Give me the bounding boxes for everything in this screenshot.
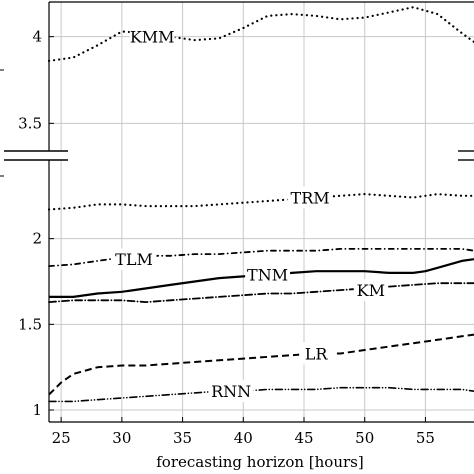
- series-label-background: [208, 380, 254, 403]
- x-tick-label: 30: [112, 429, 131, 447]
- x-tick-label: 35: [173, 429, 192, 447]
- series-label-background: [129, 25, 175, 48]
- tick-labels: 25 30 35 40 45 50 55 1 1.5 2 3.5 4: [18, 28, 435, 447]
- series-lines: [47, 6, 474, 403]
- x-axis-title: forecasting horizon [hours]: [156, 453, 363, 471]
- series-line-trm: [47, 193, 474, 211]
- series-line-kmm: [47, 6, 474, 63]
- axis-break-gap-left: [0, 151, 70, 160]
- y-tick-label: 2: [32, 230, 42, 248]
- x-tick-label: 45: [294, 429, 313, 447]
- series-label-km: KM: [357, 281, 385, 300]
- series-line-km: [48, 282, 474, 304]
- x-tick-label: 55: [416, 429, 435, 447]
- x-tick-label: 25: [52, 429, 71, 447]
- series-line-tlm: [48, 247, 474, 268]
- grid: [49, 2, 474, 422]
- axis-break-gap-right: [458, 151, 474, 160]
- series-labels: KMM TRM TLM TNM KM LR RNN: [111, 25, 388, 403]
- y-tick-label: 1.5: [18, 315, 42, 333]
- series-label-background: [353, 279, 388, 302]
- x-tick-label: 50: [355, 429, 374, 447]
- series-label-background: [245, 263, 291, 286]
- axes: [0, 1, 474, 423]
- y-tick-label: 4: [32, 28, 42, 46]
- series-label-lr: LR: [305, 344, 329, 363]
- series-label-kmm: KMM: [130, 28, 175, 47]
- y-tick-label: 1: [32, 401, 42, 419]
- series-line-rnn: [48, 386, 474, 403]
- series-label-tlm: TLM: [115, 250, 153, 269]
- series-label-background: [287, 186, 333, 209]
- series-label-background: [299, 342, 334, 365]
- series-label-background: [111, 248, 157, 271]
- series-line-lr: [48, 333, 474, 396]
- series-label-tnm: TNM: [247, 266, 288, 285]
- x-tick-label: 40: [234, 429, 253, 447]
- y-tick-label: 3.5: [18, 114, 42, 132]
- series-label-rnn: RNN: [211, 382, 251, 401]
- series-label-trm: TRM: [291, 189, 330, 208]
